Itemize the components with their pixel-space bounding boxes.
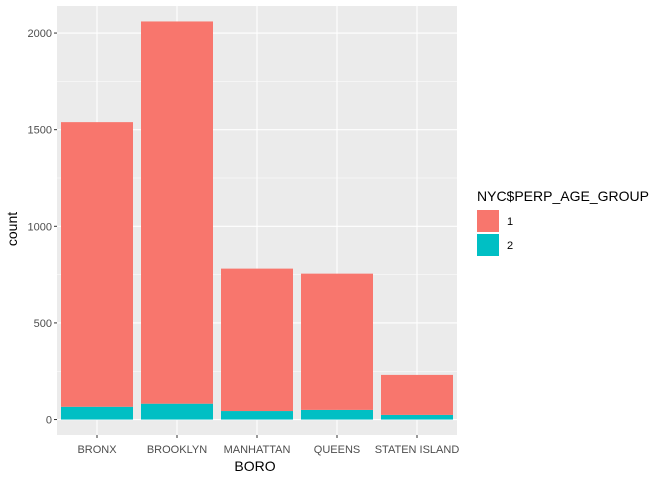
bar-segment xyxy=(381,414,453,420)
y-axis: 0 500 1000 1500 2000 xyxy=(28,28,57,427)
legend-key xyxy=(477,210,499,232)
bar-segment xyxy=(221,268,293,412)
bar-segment xyxy=(141,403,213,420)
y-tick-label: 500 xyxy=(34,318,52,330)
y-tick-label: 2000 xyxy=(28,28,52,40)
y-tick-label: 0 xyxy=(46,415,52,427)
x-tick-label: MANHATTAN xyxy=(224,444,291,456)
bar-segment xyxy=(221,411,293,420)
bar-segment xyxy=(61,406,133,420)
y-axis-title: count xyxy=(4,212,20,246)
y-tick-label: 1500 xyxy=(28,125,52,137)
legend-label: 2 xyxy=(507,240,513,252)
legend: NYC$PERP_AGE_GROUP 1 2 xyxy=(477,188,649,256)
y-tick-label: 1000 xyxy=(28,221,52,233)
x-tick-label: BROOKLYN xyxy=(147,444,207,456)
bar-segment xyxy=(301,273,373,410)
x-tick-label: QUEENS xyxy=(314,444,360,456)
x-axis: BRONX BROOKLYN MANHATTAN QUEENS STATEN ISLAN… xyxy=(77,435,459,456)
legend-label: 1 xyxy=(507,216,513,228)
legend-key xyxy=(477,234,499,256)
x-tick-label: STATEN ISLAND xyxy=(375,444,460,456)
bar-segment xyxy=(301,409,373,420)
bar-segment xyxy=(141,21,213,404)
x-axis-title: BORO xyxy=(234,458,275,474)
bars xyxy=(61,21,453,420)
bar-segment xyxy=(61,122,133,407)
bar-segment xyxy=(381,374,453,415)
x-tick-label: BRONX xyxy=(77,444,117,456)
legend-title: NYC$PERP_AGE_GROUP xyxy=(477,188,649,204)
